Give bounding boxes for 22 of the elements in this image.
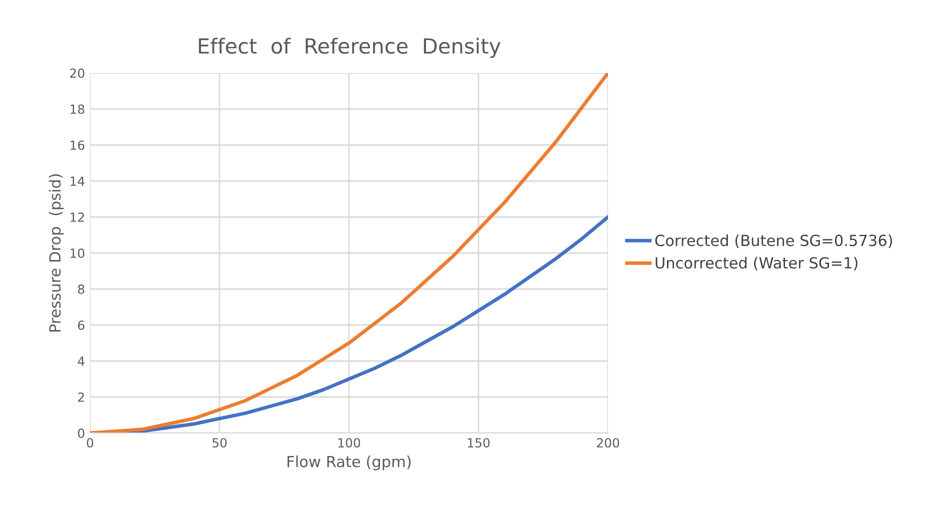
- y-axis-title: Pressure Drop (psid): [48, 174, 64, 332]
- y-tick-label: 6: [78, 320, 84, 330]
- chart-title: Effect of Reference Density: [198, 38, 500, 58]
- y-tick-label: 10: [70, 248, 84, 258]
- x-tick-label: 200: [596, 438, 620, 448]
- y-tick-label: 18: [70, 104, 84, 114]
- legend-label: Corrected (Butene SG=0.5736): [655, 234, 892, 248]
- legend-label: Uncorrected (Water SG=1): [656, 256, 858, 270]
- line-series: [90, 73, 608, 433]
- x-tick-label: 150: [468, 438, 490, 448]
- x-tick-label: 100: [338, 438, 360, 448]
- y-tick-label: 4: [78, 356, 84, 366]
- y-tick-label: 12: [70, 212, 84, 222]
- y-tick-label: 0: [78, 428, 84, 438]
- y-tick-label: 8: [78, 284, 84, 294]
- x-tick-label: 50: [212, 438, 227, 448]
- y-tick-label: 16: [70, 140, 84, 150]
- y-tick-label: 20: [70, 68, 84, 78]
- y-tick-label: 14: [70, 176, 84, 186]
- y-tick-label: 2: [78, 392, 84, 402]
- x-tick-label: 0: [86, 438, 94, 448]
- x-axis-title: Flow Rate (gpm): [288, 456, 411, 470]
